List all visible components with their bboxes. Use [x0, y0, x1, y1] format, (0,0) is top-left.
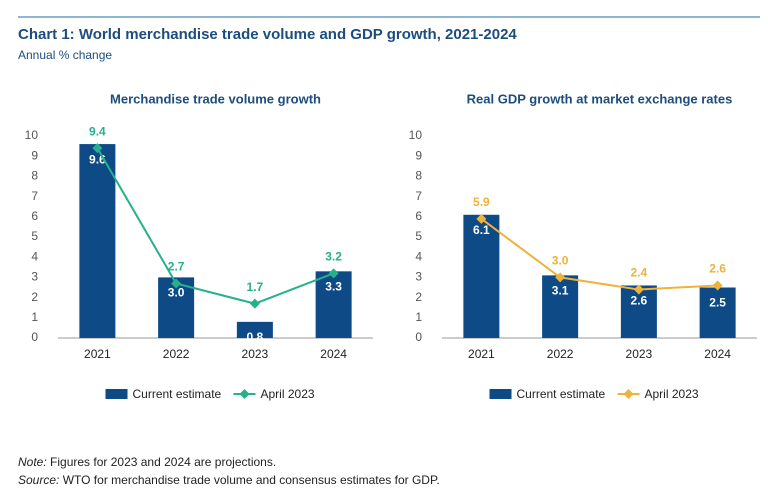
panel-title: Real GDP growth at market exchange rates: [467, 91, 733, 106]
line: [96, 147, 334, 305]
x-tick-label: 2024: [704, 347, 731, 361]
line-value-label: 5.9: [473, 195, 490, 209]
line-value-label: 1.7: [247, 280, 264, 294]
legend-label: April 2023: [645, 387, 699, 401]
x-tick-label: 2022: [547, 347, 574, 361]
line-value-label: 2.4: [631, 266, 648, 280]
legend-label: Current estimate: [133, 387, 222, 401]
x-tick-label: 2021: [84, 347, 111, 361]
line-value-label: 3.2: [325, 250, 342, 264]
bar: [79, 144, 116, 338]
bar-value-label: 6.1: [473, 223, 490, 237]
line-marker: [249, 298, 260, 309]
source-text: WTO for merchandise trade volume and con…: [63, 473, 440, 487]
y-tick-label: 0: [415, 330, 422, 344]
y-tick-label: 3: [31, 270, 38, 284]
chart-subtitle: Annual % change: [18, 48, 112, 62]
y-tick-label: 0: [31, 330, 38, 344]
y-tick-label: 5: [415, 229, 422, 243]
bar-value-label: 0.8: [247, 330, 264, 344]
line: [480, 218, 718, 291]
line-value-label: 3.0: [552, 254, 569, 268]
note-text: Figures for 2023 and 2024 are projection…: [50, 455, 276, 469]
y-tick-label: 10: [25, 128, 39, 142]
line-marker: [476, 213, 487, 224]
y-tick-label: 1: [415, 310, 422, 324]
source: Source: WTO for merchandise trade volume…: [18, 473, 440, 487]
note: Note: Figures for 2023 and 2024 are proj…: [18, 455, 276, 469]
bar-value-label: 2.6: [631, 294, 648, 308]
x-tick-label: 2023: [242, 347, 269, 361]
bar: [315, 271, 352, 338]
y-tick-label: 4: [415, 249, 422, 263]
line-value-label: 2.7: [168, 260, 185, 274]
line-value-label: 9.4: [89, 124, 106, 138]
bar-value-label: 3.3: [325, 280, 342, 294]
y-tick-label: 6: [31, 209, 38, 223]
x-tick-label: 2023: [626, 347, 653, 361]
line-marker: [555, 272, 566, 283]
x-tick-label: 2024: [320, 347, 347, 361]
panel-title: Merchandise trade volume growth: [110, 91, 321, 106]
line-marker: [328, 268, 339, 279]
legend-swatch: [105, 389, 128, 399]
y-tick-label: 6: [415, 209, 422, 223]
y-tick-label: 4: [31, 249, 38, 263]
y-tick-label: 1: [31, 310, 38, 324]
bar: [542, 275, 579, 338]
y-tick-label: 5: [31, 229, 38, 243]
line-marker: [633, 284, 644, 295]
y-tick-label: 2: [415, 290, 422, 304]
bar-value-label: 3.0: [168, 286, 185, 300]
y-tick-label: 7: [415, 189, 422, 203]
bar-value-label: 3.1: [552, 284, 569, 298]
line-marker: [171, 278, 182, 289]
y-tick-label: 9: [31, 148, 38, 162]
y-tick-label: 8: [415, 169, 422, 183]
legend-marker: [623, 389, 634, 399]
y-tick-label: 10: [409, 128, 423, 142]
note-label: Note:: [18, 455, 47, 469]
bar: [699, 287, 736, 338]
bar-value-label: 2.5: [709, 296, 726, 310]
legend-swatch: [489, 389, 512, 399]
y-tick-label: 3: [415, 270, 422, 284]
legend-label: April 2023: [261, 387, 315, 401]
y-tick-label: 9: [415, 148, 422, 162]
x-tick-label: 2021: [468, 347, 495, 361]
legend-marker: [239, 389, 250, 399]
bar: [463, 214, 500, 338]
line-marker: [92, 143, 103, 154]
x-tick-label: 2022: [163, 347, 190, 361]
chart-title: Chart 1: World merchandise trade volume …: [18, 26, 517, 43]
y-tick-label: 8: [31, 169, 38, 183]
y-tick-label: 2: [31, 290, 38, 304]
y-tick-label: 7: [31, 189, 38, 203]
source-label: Source:: [18, 473, 59, 487]
line-value-label: 2.6: [709, 262, 726, 276]
legend-label: Current estimate: [517, 387, 606, 401]
line-marker: [712, 280, 723, 291]
bar: [236, 321, 273, 338]
